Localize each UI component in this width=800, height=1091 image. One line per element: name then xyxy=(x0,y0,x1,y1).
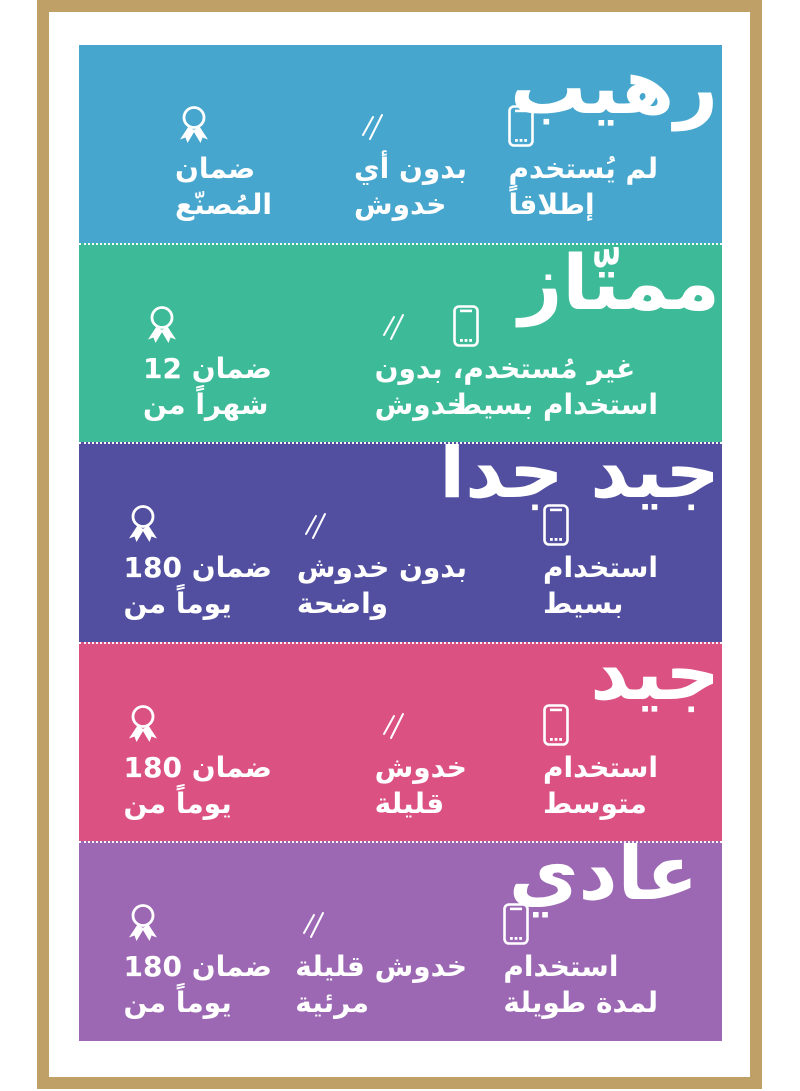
condition-band-3: جيد جداً استخدام بسيط بدون خدوش واضحة ضم… xyxy=(79,442,722,642)
scratch-feature: بدون خدوش واضحة xyxy=(297,502,467,620)
usage-line-1: استخدام xyxy=(503,950,619,984)
phone-icon xyxy=(508,103,534,149)
scratch-feature: خدوش قليلة xyxy=(375,702,467,820)
usage-line-2: متوسط xyxy=(542,786,647,820)
warranty-feature: ضمان 180 يوماً من xyxy=(124,702,272,820)
scratch-line-1: خدوش xyxy=(374,750,467,784)
condition-band-1: رهيب لم يُستخدم إطلاقاً بدون أي خدوش ضما… xyxy=(79,45,722,243)
warranty-line-2: يوماً من xyxy=(123,786,232,820)
medal-icon xyxy=(124,901,162,947)
warranty-line-1: ضمان xyxy=(174,152,256,185)
warranty-feature: ضمان المُصنّع xyxy=(175,103,272,221)
poster-frame: رهيب لم يُستخدم إطلاقاً بدون أي خدوش ضما… xyxy=(37,0,762,1089)
medal-icon xyxy=(124,502,162,548)
condition-title: رهيب xyxy=(510,45,718,131)
condition-title: جيد xyxy=(590,641,720,717)
usage-feature: استخدام لمدة طويلة xyxy=(503,901,658,1019)
medal-icon xyxy=(175,103,213,149)
warranty-feature: ضمان 180 يوماً من xyxy=(124,901,272,1019)
usage-line-2: إطلاقاً xyxy=(508,188,595,221)
warranty-line-1: ضمان 12 xyxy=(143,351,272,385)
condition-band-5: عادي استخدام لمدة طويلة خدوش قليلة مرئية… xyxy=(79,841,722,1041)
scratches-icon xyxy=(295,901,331,947)
phone-icon xyxy=(543,702,569,748)
usage-feature: لم يُستخدم إطلاقاً xyxy=(508,103,658,221)
usage-line-1: استخدام xyxy=(542,750,658,784)
phone-icon xyxy=(503,901,529,947)
scratch-line-2: خدوش xyxy=(354,188,447,221)
scratch-line-2: مرئية xyxy=(295,986,369,1020)
scratch-line-2: خدوش xyxy=(374,387,467,421)
scratch-line-1: بدون xyxy=(374,351,443,385)
condition-title: ممتّاز xyxy=(518,242,720,327)
scratch-line-1: بدون أي xyxy=(354,152,467,185)
usage-feature: استخدام بسيط xyxy=(543,502,658,620)
condition-band-2: ممتّاز غير مُستخدم، استخدام بسيط بدون خد… xyxy=(79,242,722,443)
usage-line-1: غير مُستخدم، xyxy=(452,351,636,385)
warranty-line-2: شهراً من xyxy=(143,387,269,421)
warranty-line-2: يوماً من xyxy=(123,986,232,1020)
condition-band-4: جيد استخدام متوسط خدوش قليلة ضمان 180 يو… xyxy=(79,641,722,842)
usage-feature: استخدام متوسط xyxy=(543,702,658,820)
usage-line-2: استخدام بسيط xyxy=(452,387,658,421)
warranty-feature: ضمان 12 شهراً من xyxy=(143,303,272,421)
medal-icon xyxy=(143,303,181,349)
scratch-line-1: خدوش قليلة xyxy=(295,950,467,984)
warranty-line-1: ضمان 180 xyxy=(123,750,272,784)
usage-line-2: لمدة طويلة xyxy=(503,986,658,1020)
usage-feature: غير مُستخدم، استخدام بسيط xyxy=(453,303,658,421)
warranty-line-2: يوماً من xyxy=(123,587,232,621)
usage-line-2: بسيط xyxy=(542,587,624,621)
scratches-icon xyxy=(375,702,411,748)
warranty-line-1: ضمان 180 xyxy=(123,950,272,984)
scratch-feature: خدوش قليلة مرئية xyxy=(295,901,467,1019)
scratch-line-2: واضحة xyxy=(296,587,389,621)
scratch-feature: بدون خدوش xyxy=(375,303,467,421)
scratches-icon xyxy=(354,103,390,149)
scratches-icon xyxy=(375,303,411,349)
scratch-line-2: قليلة xyxy=(374,786,445,820)
warranty-line-2: المُصنّع xyxy=(174,188,272,221)
warranty-feature: ضمان 180 يوماً من xyxy=(124,502,272,620)
warranty-line-1: ضمان 180 xyxy=(123,551,272,585)
condition-title: عادي xyxy=(508,841,698,918)
scratch-feature: بدون أي خدوش xyxy=(354,103,467,221)
condition-title: جيد جداً xyxy=(439,442,720,516)
usage-line-1: استخدام xyxy=(542,551,658,585)
scratches-icon xyxy=(297,502,333,548)
phone-icon xyxy=(543,502,569,548)
usage-line-1: لم يُستخدم xyxy=(508,152,658,185)
medal-icon xyxy=(124,702,162,748)
scratch-line-1: بدون خدوش xyxy=(296,551,467,585)
phone-condition-poster: رهيب لم يُستخدم إطلاقاً بدون أي خدوش ضما… xyxy=(79,45,722,1041)
